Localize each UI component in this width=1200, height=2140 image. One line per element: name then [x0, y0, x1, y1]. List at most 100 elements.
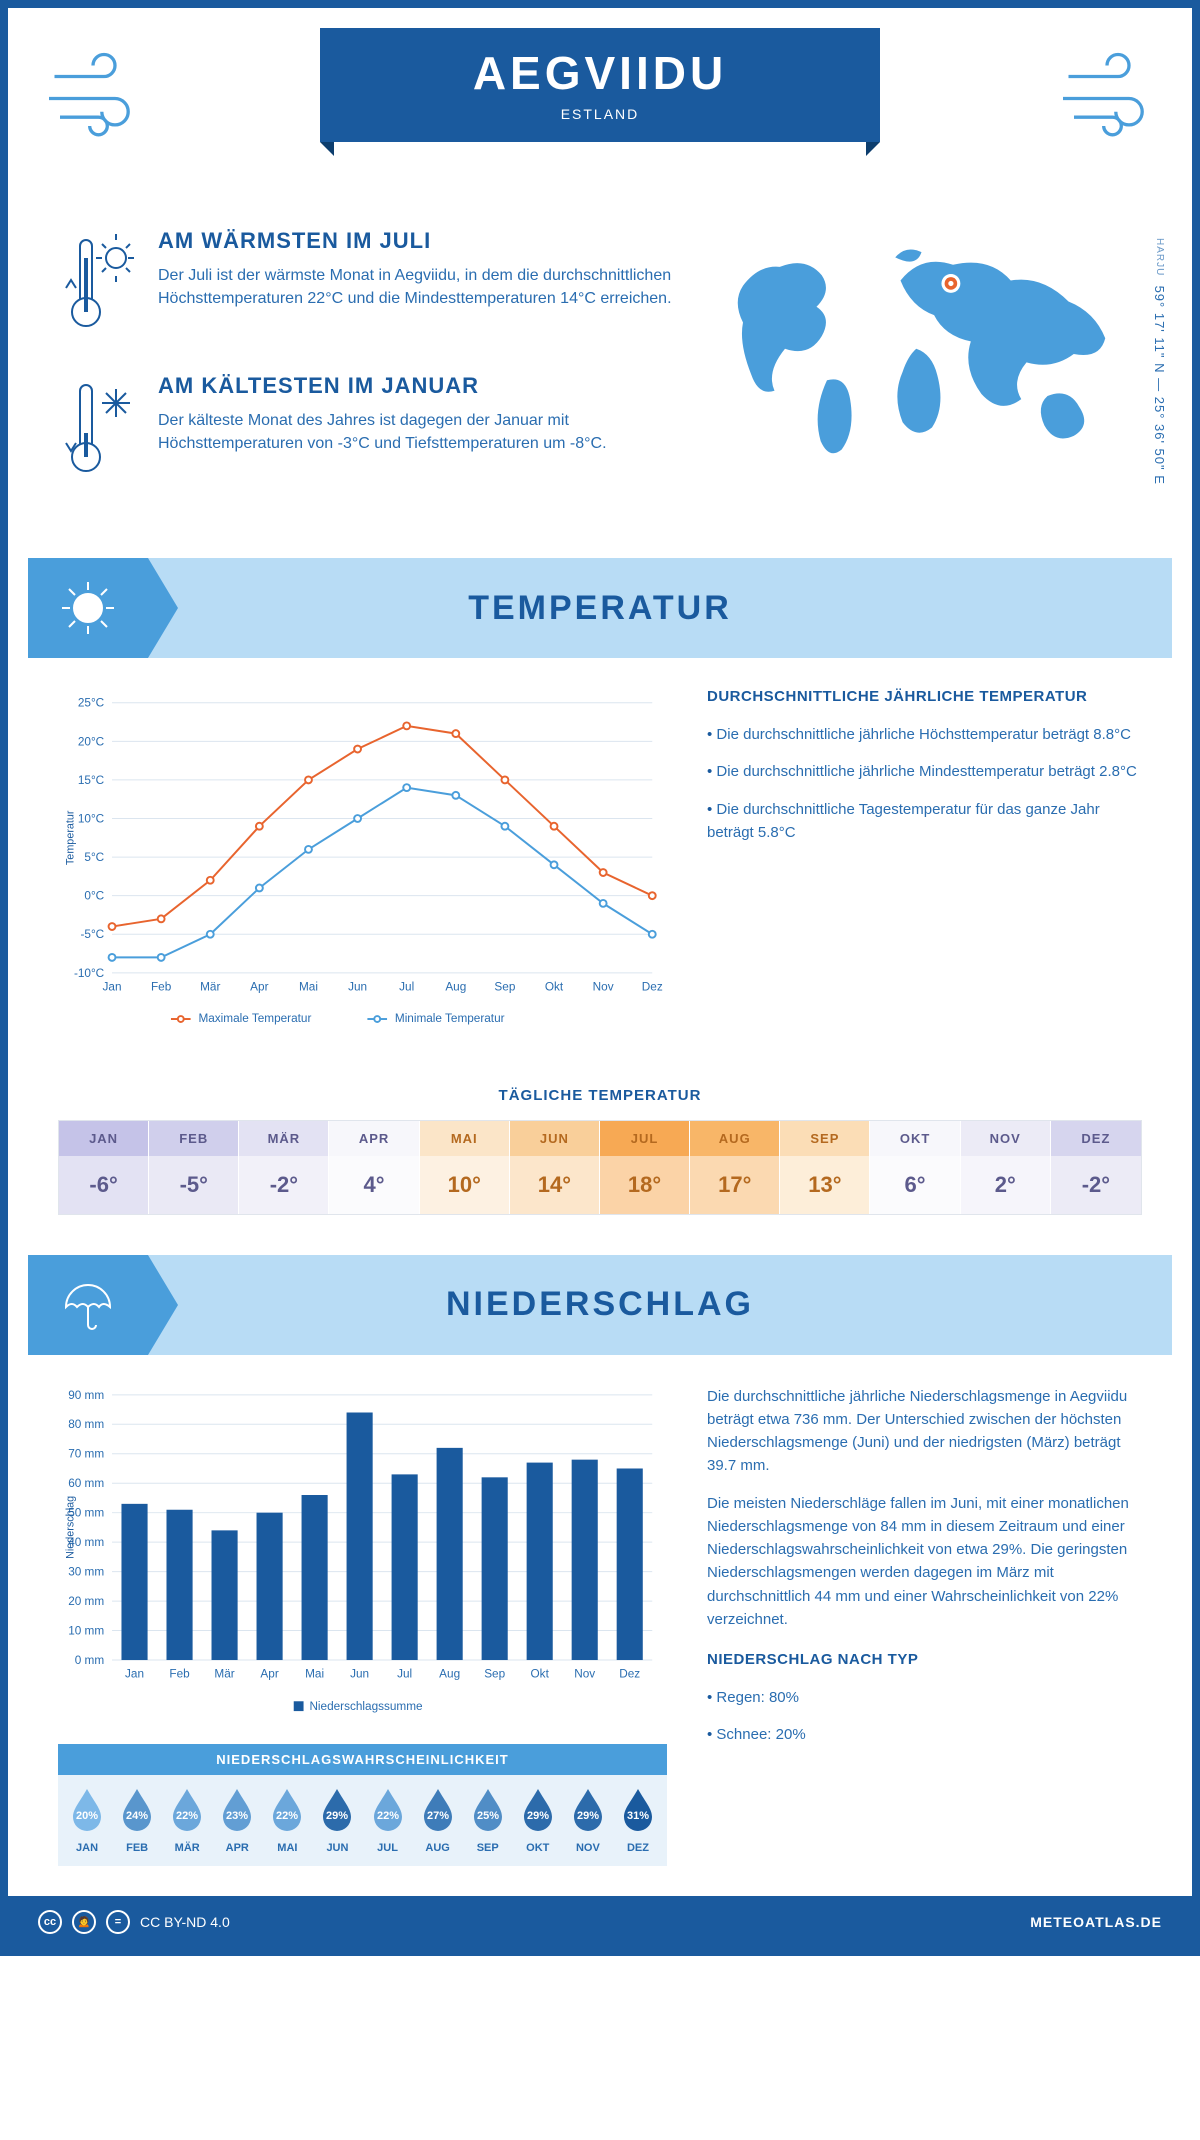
precip-types: Regen: 80%Schnee: 20% — [707, 1686, 1142, 1747]
prob-drop: 20%JAN — [62, 1787, 112, 1854]
thermometer-snow-icon — [58, 373, 138, 488]
world-map — [722, 228, 1142, 464]
svg-text:29%: 29% — [527, 1810, 549, 1822]
prob-drop: 29%OKT — [513, 1787, 563, 1854]
temp-cell: MÄR-2° — [239, 1121, 329, 1214]
precip-text: Die meisten Niederschläge fallen im Juni… — [707, 1492, 1142, 1632]
svg-text:30 mm: 30 mm — [68, 1565, 104, 1578]
svg-text:0 mm: 0 mm — [75, 1654, 105, 1667]
prob-drop: 29%NOV — [563, 1787, 613, 1854]
svg-text:Dez: Dez — [619, 1667, 640, 1680]
prob-drop: 31%DEZ — [613, 1787, 663, 1854]
svg-text:29%: 29% — [577, 1810, 599, 1822]
temp-cell: JUL18° — [600, 1121, 690, 1214]
prob-drop: 29%JUN — [312, 1787, 362, 1854]
svg-text:22%: 22% — [377, 1810, 399, 1822]
prob-drop: 23%APR — [212, 1787, 262, 1854]
svg-text:24%: 24% — [126, 1810, 148, 1822]
license-text: CC BY-ND 4.0 — [140, 1914, 230, 1930]
svg-text:Jul: Jul — [399, 981, 414, 994]
fact-title: AM WÄRMSTEN IM JULI — [158, 228, 682, 254]
section-precipitation: NIEDERSCHLAG — [28, 1255, 1172, 1355]
svg-text:Mai: Mai — [299, 981, 318, 994]
svg-text:Mär: Mär — [200, 981, 220, 994]
prob-drop: 27%AUG — [413, 1787, 463, 1854]
svg-text:70 mm: 70 mm — [68, 1447, 104, 1460]
section-title: NIEDERSCHLAG — [446, 1285, 754, 1324]
fact-text: Der Juli ist der wärmste Monat in Aegvii… — [158, 264, 682, 310]
svg-text:20%: 20% — [76, 1810, 98, 1822]
temp-cell: NOV2° — [961, 1121, 1051, 1214]
svg-text:Maximale Temperatur: Maximale Temperatur — [198, 1012, 311, 1025]
wind-icon — [1052, 38, 1162, 148]
svg-text:22%: 22% — [276, 1810, 298, 1822]
svg-text:15°C: 15°C — [78, 774, 105, 787]
thermometer-sun-icon — [58, 228, 138, 343]
svg-text:Jun: Jun — [348, 981, 367, 994]
svg-text:25°C: 25°C — [78, 697, 105, 710]
page-subtitle: ESTLAND — [340, 106, 860, 122]
prob-drop: 22%MAI — [262, 1787, 312, 1854]
svg-text:Nov: Nov — [574, 1667, 595, 1680]
svg-text:29%: 29% — [326, 1810, 348, 1822]
svg-text:27%: 27% — [427, 1810, 449, 1822]
nd-icon: = — [106, 1910, 130, 1934]
temperature-bullets: Die durchschnittliche jährliche Höchstte… — [707, 723, 1142, 844]
temp-cell: OKT6° — [870, 1121, 960, 1214]
svg-text:Apr: Apr — [260, 1667, 278, 1680]
wind-icon — [38, 38, 148, 148]
prob-drop: 24%FEB — [112, 1787, 162, 1854]
side-title: DURCHSCHNITTLICHE JÄHRLICHE TEMPERATUR — [707, 688, 1142, 705]
title-banner: AEGVIIDU ESTLAND — [320, 28, 880, 142]
precipitation-bar-chart: 0 mm10 mm20 mm30 mm40 mm50 mm60 mm70 mm8… — [58, 1385, 667, 1719]
svg-text:Aug: Aug — [445, 981, 466, 994]
fact-coldest: AM KÄLTESTEN IM JANUAR Der kälteste Mona… — [58, 373, 682, 488]
svg-text:Niederschlag: Niederschlag — [65, 1496, 77, 1559]
svg-text:20 mm: 20 mm — [68, 1595, 104, 1608]
temp-cell: FEB-5° — [149, 1121, 239, 1214]
svg-text:Nov: Nov — [593, 981, 614, 994]
precip-prob-title: NIEDERSCHLAGSWAHRSCHEINLICHKEIT — [58, 1744, 667, 1775]
daily-temp-table: JAN-6°FEB-5°MÄR-2°APR4°MAI10°JUN14°JUL18… — [58, 1120, 1142, 1215]
temp-cell: AUG17° — [690, 1121, 780, 1214]
prob-drop: 22%JUL — [362, 1787, 412, 1854]
daily-temp-title: TÄGLICHE TEMPERATUR — [58, 1087, 1142, 1104]
svg-text:Temperatur: Temperatur — [65, 810, 77, 865]
svg-text:Sep: Sep — [494, 981, 515, 994]
fact-warmest: AM WÄRMSTEN IM JULI Der Juli ist der wär… — [58, 228, 682, 343]
precip-type-title: NIEDERSCHLAG NACH TYP — [707, 1651, 1142, 1668]
svg-text:23%: 23% — [226, 1810, 248, 1822]
svg-text:5°C: 5°C — [84, 851, 104, 864]
svg-text:10 mm: 10 mm — [68, 1624, 104, 1637]
svg-text:Okt: Okt — [545, 981, 564, 994]
svg-text:90 mm: 90 mm — [68, 1388, 104, 1401]
prob-drop: 25%SEP — [463, 1787, 513, 1854]
temp-cell: JAN-6° — [59, 1121, 149, 1214]
svg-text:Jan: Jan — [125, 1667, 144, 1680]
svg-text:Jan: Jan — [103, 981, 122, 994]
svg-text:25%: 25% — [477, 1810, 499, 1822]
footer: cc 🙍 = CC BY-ND 4.0 METEOATLAS.DE — [8, 1896, 1192, 1948]
temp-cell: SEP13° — [780, 1121, 870, 1214]
page-title: AEGVIIDU — [340, 46, 860, 100]
temp-cell: APR4° — [329, 1121, 419, 1214]
temp-cell: MAI10° — [420, 1121, 510, 1214]
section-temperature: TEMPERATUR — [28, 558, 1172, 658]
svg-text:Feb: Feb — [169, 1667, 190, 1680]
svg-text:60 mm: 60 mm — [68, 1477, 104, 1490]
svg-text:0°C: 0°C — [84, 890, 104, 903]
fact-title: AM KÄLTESTEN IM JANUAR — [158, 373, 682, 399]
svg-text:Aug: Aug — [439, 1667, 460, 1680]
sun-icon — [28, 558, 148, 658]
prob-drop: 22%MÄR — [162, 1787, 212, 1854]
section-title: TEMPERATUR — [468, 589, 732, 628]
precip-text: Die durchschnittliche jährliche Niedersc… — [707, 1385, 1142, 1478]
precip-prob-row: 20%JAN24%FEB22%MÄR23%APR22%MAI29%JUN22%J… — [58, 1775, 667, 1866]
svg-text:Minimale Temperatur: Minimale Temperatur — [395, 1012, 505, 1025]
svg-text:Feb: Feb — [151, 981, 172, 994]
site-name: METEOATLAS.DE — [1030, 1914, 1162, 1930]
fact-text: Der kälteste Monat des Jahres ist dagege… — [158, 409, 682, 455]
svg-text:Mai: Mai — [305, 1667, 324, 1680]
svg-text:Okt: Okt — [531, 1667, 550, 1680]
coordinates: HARJU 59° 17' 11" N — 25° 36' 50" E — [1152, 238, 1167, 485]
